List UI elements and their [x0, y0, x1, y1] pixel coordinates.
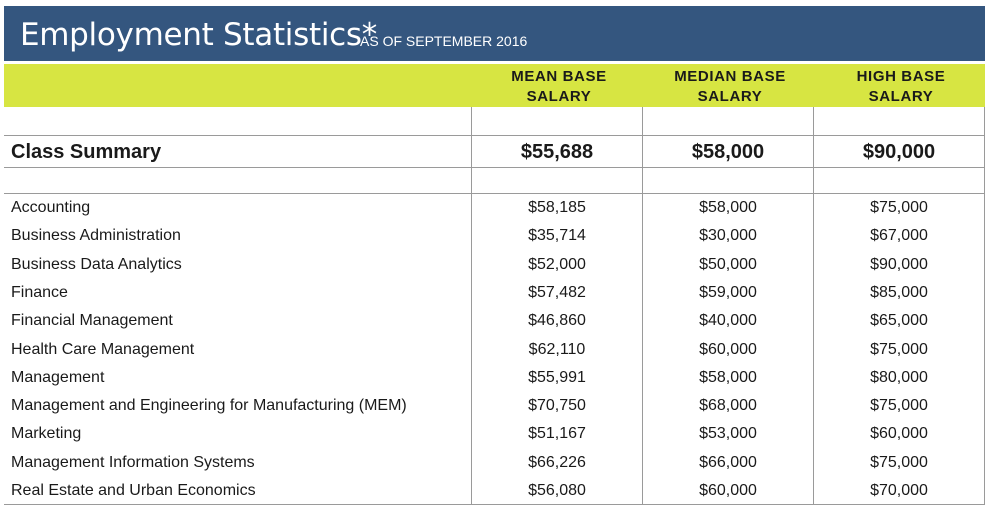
mean-salary: $62,110 [528, 340, 586, 358]
summary-mean: $55,688 [520, 141, 594, 163]
program-name: Management [11, 368, 105, 386]
mean-salary: $52,000 [528, 255, 586, 273]
summary-label: Class Summary [11, 141, 162, 163]
mean-salary: $55,991 [528, 368, 586, 386]
high-salary: $60,000 [870, 425, 928, 443]
row-divider [4, 167, 985, 168]
program-name: Business Administration [11, 227, 181, 245]
column-header-mean: MEAN BASE SALARY [511, 68, 607, 105]
column-header-high: HIGH BASE SALARY [856, 68, 946, 105]
mean-salary: $58,185 [528, 199, 586, 216]
high-salary: $75,000 [870, 453, 928, 471]
program-name: Finance [11, 283, 68, 301]
column-divider [813, 107, 814, 505]
median-salary: $40,000 [699, 312, 757, 330]
title-banner: Employment Statistics* AS OF SEPTEMBER 2… [4, 6, 985, 61]
page-title: Employment Statistics* [20, 17, 377, 53]
column-divider [471, 107, 472, 505]
mean-salary: $51,167 [528, 425, 586, 443]
high-salary: $90,000 [870, 255, 928, 273]
mean-salary: $46,860 [528, 312, 586, 330]
high-salary: $75,000 [870, 340, 928, 358]
program-name: Management Information Systems [11, 453, 255, 471]
mean-salary: $57,482 [528, 283, 586, 301]
median-salary: $53,000 [699, 425, 757, 443]
mean-salary: $35,714 [528, 227, 586, 245]
high-salary: $75,000 [870, 397, 928, 415]
program-name: Health Care Management [11, 340, 195, 358]
program-name: Business Data Analytics [11, 255, 182, 273]
column-divider [642, 107, 643, 505]
high-salary: $67,000 [870, 227, 928, 245]
summary-high: $90,000 [862, 141, 936, 163]
median-salary: $58,000 [699, 199, 757, 216]
column-divider [984, 107, 985, 505]
median-salary: $30,000 [699, 227, 757, 245]
mean-salary: $56,080 [528, 482, 586, 499]
program-name: Real Estate and Urban Economics [11, 482, 256, 499]
median-salary: $66,000 [699, 453, 757, 471]
high-salary: $80,000 [870, 368, 928, 386]
program-name: Financial Management [11, 312, 173, 330]
page-subtitle: AS OF SEPTEMBER 2016 [360, 33, 528, 49]
mean-salary: $70,750 [528, 397, 586, 415]
median-salary: $59,000 [699, 283, 757, 301]
column-header-median: MEDIAN BASE SALARY [674, 68, 786, 105]
column-header-bar: MEAN BASE SALARY MEDIAN BASE SALARY HIGH… [4, 64, 985, 107]
row-divider [4, 193, 985, 194]
median-salary: $60,000 [699, 340, 757, 358]
summary-median: $58,000 [691, 141, 765, 163]
program-name: Marketing [11, 425, 82, 443]
salary-table: Class Summary $55,688 $58,000 $90,000 Ac… [4, 107, 985, 505]
mean-salary: $66,226 [528, 453, 586, 471]
row-divider [4, 504, 985, 505]
high-salary: $75,000 [870, 199, 928, 216]
median-salary: $68,000 [699, 397, 757, 415]
median-salary: $50,000 [699, 255, 757, 273]
median-salary: $58,000 [699, 368, 757, 386]
program-name: Management and Engineering for Manufactu… [11, 397, 407, 415]
program-name: Accounting [11, 199, 91, 216]
high-salary: $85,000 [870, 283, 928, 301]
high-salary: $70,000 [870, 482, 928, 499]
high-salary: $65,000 [870, 312, 928, 330]
median-salary: $60,000 [699, 482, 757, 499]
row-divider [4, 135, 985, 136]
